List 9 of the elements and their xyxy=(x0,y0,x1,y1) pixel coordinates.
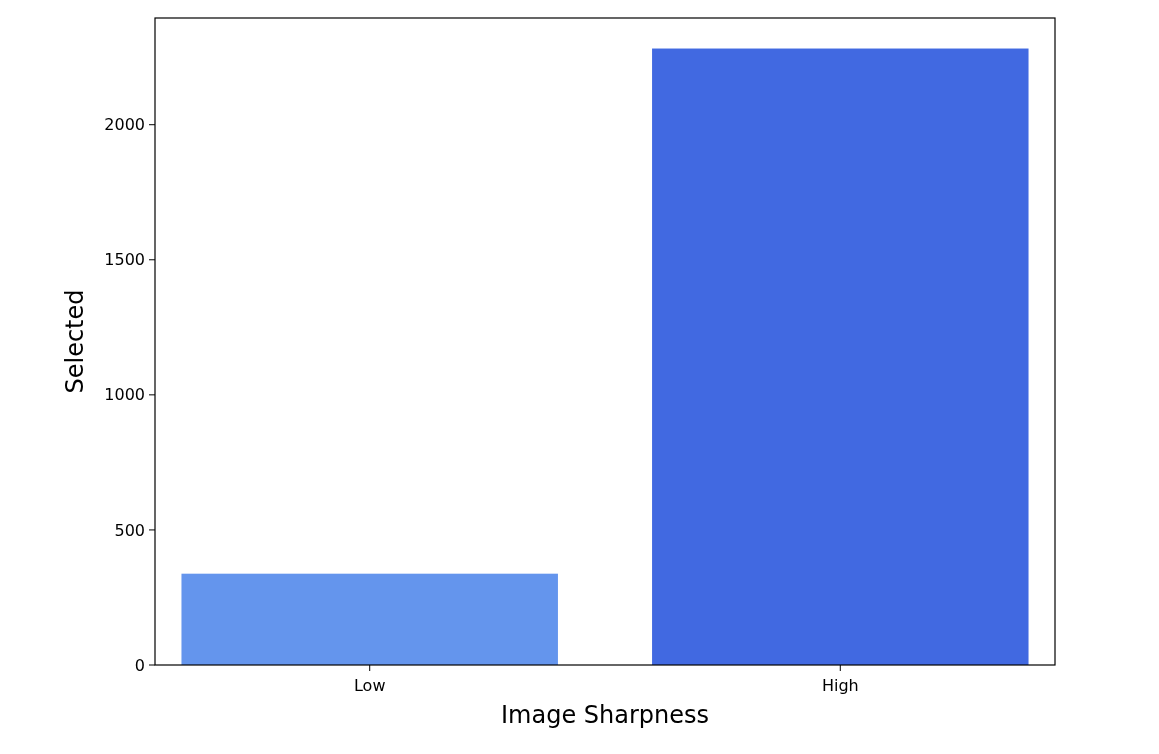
x-axis-title: Image Sharpness xyxy=(500,701,710,729)
y-tick-label: 500 xyxy=(114,520,145,540)
x-tick-label: Low xyxy=(353,676,386,695)
y-tick-label: 1500 xyxy=(104,250,145,270)
y-tick-label: 2000 xyxy=(104,115,145,135)
x-tick-label: High xyxy=(821,676,859,695)
y-axis-title: Selected xyxy=(61,289,89,394)
y-tick-label: 0 xyxy=(134,655,145,675)
y-tick-label: 1000 xyxy=(104,385,145,405)
